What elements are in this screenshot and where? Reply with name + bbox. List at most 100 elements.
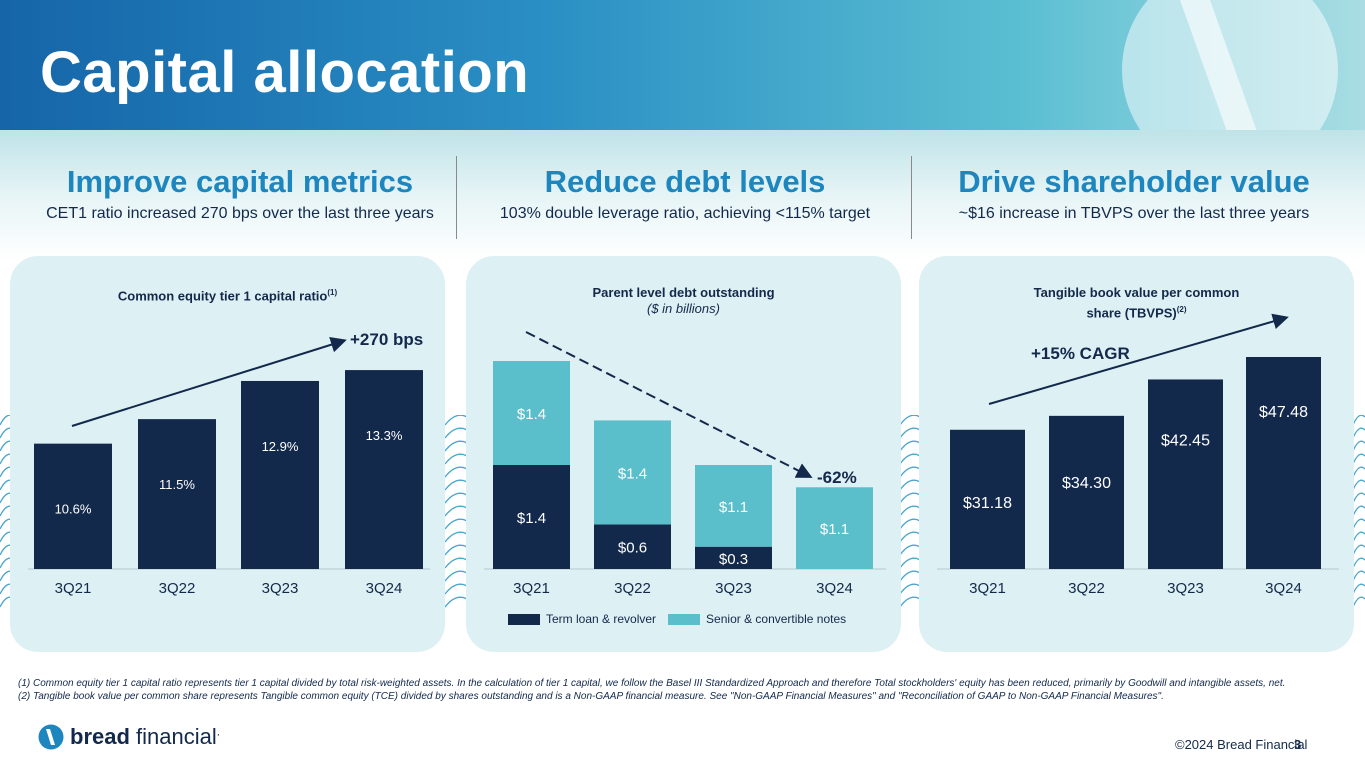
- pillar-heading: Improve capital metrics: [66, 164, 414, 199]
- data-label: $42.45: [1161, 432, 1210, 449]
- bar-term-loan: [695, 546, 772, 569]
- data-label: $1.4: [517, 406, 546, 423]
- wave-stroke: [900, 415, 920, 426]
- wave-stroke: [1353, 518, 1365, 530]
- pillar-band: [0, 130, 1365, 260]
- copyright: ©2024 Bread Financial: [1175, 737, 1308, 752]
- wave-stroke: [1353, 583, 1365, 595]
- wave-stroke: [1353, 557, 1365, 569]
- bar-senior-notes: [493, 361, 570, 465]
- footnote-ref: (2): [1176, 305, 1187, 314]
- data-label: $47.48: [1259, 404, 1308, 421]
- wave-stroke: [445, 440, 467, 452]
- trend-arrow: [988, 313, 1289, 405]
- wave-stroke: [445, 492, 467, 504]
- debt-stacked-bar-chart: $1.4 $1.4 3Q21 $0.6 $1.4 3Q22 $0.3 $1.1 3Q23 $1.1…: [484, 331, 886, 597]
- wave-stroke: [445, 557, 467, 569]
- pillar-text: 103% double leverage ratio, achieving <1…: [499, 205, 871, 222]
- trend-arrow: [525, 331, 813, 478]
- data-label: $1.1: [719, 499, 748, 516]
- footnote-2: (2) Tangible book value per common share…: [18, 690, 1164, 702]
- brand-mark: .: [216, 724, 221, 739]
- bar: [241, 380, 319, 569]
- tick-label: 3Q21: [513, 580, 550, 597]
- pillar-capital-metrics: Improve capital metrics CET1 ratio incre…: [20, 163, 460, 225]
- wave-stroke: [445, 415, 467, 426]
- data-label: $1.4: [517, 510, 546, 527]
- brand-rest: financial: [129, 724, 217, 749]
- bar-term-loan: [493, 465, 570, 569]
- wave-stroke: [445, 466, 467, 478]
- tick-label: 3Q22: [614, 580, 651, 597]
- chart-title: Tangible book value per common share (TB…: [919, 284, 1354, 321]
- bar: [34, 443, 112, 569]
- tick-label: 3Q21: [55, 580, 92, 597]
- bar: [138, 419, 216, 569]
- data-label: 10.6%: [55, 502, 92, 517]
- debt-chart-panel: Parent level debt outstanding ($ in bill…: [466, 256, 901, 652]
- divider: [911, 156, 912, 239]
- data-label: $0.3: [719, 551, 748, 568]
- wave-stroke: [900, 557, 920, 569]
- chart-legend: Term loan & revolver Senior & convertibl…: [508, 612, 846, 626]
- wave-stroke: [1353, 453, 1365, 465]
- wave-stroke: [445, 518, 467, 530]
- chart-title-text: Common equity tier 1 capital ratio: [117, 288, 328, 304]
- wave-stroke: [445, 453, 467, 465]
- tick-label: 3Q23: [715, 580, 752, 597]
- legend-swatch-senior: [668, 613, 701, 625]
- tick-label: 3Q24: [1265, 580, 1302, 597]
- wave-stroke: [1353, 505, 1365, 517]
- brand-bold: bread: [70, 724, 130, 749]
- wave-stroke: [1353, 531, 1365, 543]
- bar: [1148, 379, 1223, 569]
- legend-swatch-term: [508, 613, 540, 625]
- chart-subtitle: ($ in billions): [647, 301, 720, 316]
- wave-stroke: [445, 583, 467, 595]
- wave-stroke: [1353, 492, 1365, 504]
- tick-label: 3Q22: [1068, 580, 1105, 597]
- wave-pattern-mid-right: [900, 415, 920, 608]
- footnotes: (1) Common equity tier 1 capital ratio r…: [18, 678, 1348, 703]
- wave-stroke: [445, 427, 467, 439]
- wave-stroke: [1353, 466, 1365, 478]
- header-banner: Capital allocation: [0, 0, 1365, 130]
- wave-stroke: [1353, 415, 1365, 426]
- pillar-text: ~$16 increase in TBVPS over the last thr…: [958, 205, 1310, 222]
- cet1-chart-panel: Common equity tier 1 capital ratio(1) 10…: [10, 256, 445, 652]
- tick-label: 3Q23: [262, 580, 299, 597]
- wave-stroke: [1353, 440, 1365, 452]
- chart-callout: -62%: [817, 468, 857, 487]
- wave-stroke: [900, 492, 920, 504]
- tick-label: 3Q24: [816, 580, 853, 597]
- cet1-bar-chart: 10.6% 3Q21 11.5% 3Q22 12.9% 3Q23 13.3% 3Q24: [28, 336, 430, 597]
- wave-stroke: [900, 596, 920, 608]
- tick-label: 3Q23: [1167, 580, 1204, 597]
- wave-stroke: [900, 518, 920, 530]
- data-label: $1.1: [820, 521, 849, 538]
- bar-senior-notes: [695, 465, 772, 547]
- wave-pattern-mid-left: [445, 415, 467, 608]
- chart-title: Common equity tier 1 capital ratio(1): [10, 284, 445, 304]
- pillar-debt-levels: Reduce debt levels 103% double leverage …: [465, 163, 905, 225]
- wave-stroke: [445, 596, 467, 608]
- wave-stroke: [1353, 479, 1365, 491]
- wave-stroke: [900, 479, 920, 491]
- tick-label: 3Q22: [159, 580, 196, 597]
- data-label: $1.4: [618, 465, 647, 482]
- trend-arrow: [71, 336, 347, 427]
- pillar-heading: Reduce debt levels: [544, 164, 826, 199]
- chart-title-text: Tangible book value per common share (TB…: [1033, 285, 1240, 321]
- wave-stroke: [900, 440, 920, 452]
- wave-stroke: [900, 427, 920, 439]
- data-label: $0.6: [618, 540, 647, 557]
- wave-stroke: [900, 570, 920, 582]
- legend-label-term: Term loan & revolver: [546, 612, 657, 626]
- wave-stroke: [900, 531, 920, 543]
- data-label: $34.30: [1062, 475, 1111, 492]
- wave-stroke: [900, 453, 920, 465]
- tick-label: 3Q24: [366, 580, 403, 597]
- tick-label: 3Q21: [969, 580, 1006, 597]
- data-label: $31.18: [963, 495, 1012, 512]
- legend-label-senior: Senior & convertible notes: [706, 612, 847, 626]
